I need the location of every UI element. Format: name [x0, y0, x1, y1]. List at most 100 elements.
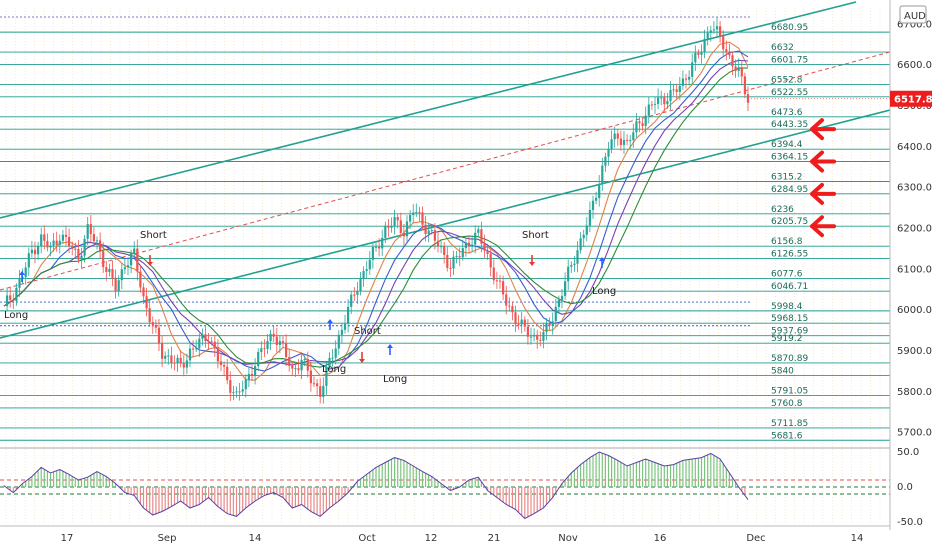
candle-body: [604, 156, 607, 166]
trade-annotation-label: Long: [383, 374, 407, 385]
currency-label: AUD: [904, 11, 926, 22]
candle-body: [653, 103, 657, 105]
candle-body: [464, 242, 467, 249]
price-axis-tick-label: 5900.0: [897, 346, 932, 357]
candle-body: [40, 234, 43, 247]
candle-body: [130, 253, 133, 266]
candle-body: [368, 259, 371, 270]
candle-body: [399, 220, 402, 233]
candle-body: [173, 362, 176, 364]
candle-body: [142, 287, 145, 297]
candle-body: [681, 78, 684, 86]
lower-channel-line: [0, 109, 891, 339]
trade-annotations: Long Short Short Long Long Short Long: [4, 230, 616, 385]
candle-body: [148, 308, 151, 323]
price-axis-tick-label: 5700.0: [897, 428, 932, 439]
candle-body: [712, 29, 715, 31]
price-level-label: 6315.2: [771, 172, 803, 182]
candle-body: [669, 89, 672, 101]
key-level-arrow: [810, 215, 836, 238]
trade-annotation-label: Short: [140, 230, 167, 241]
candle-body: [691, 62, 694, 77]
price-level-label: 6046.71: [771, 282, 808, 292]
candle-body: [145, 296, 148, 309]
candle-body: [18, 278, 21, 288]
price-axis-tick-label: 6600.0: [897, 60, 932, 71]
candle-body: [378, 246, 381, 249]
candle-body: [176, 357, 179, 364]
candle-body: [108, 268, 111, 272]
trade-annotation-label: Long: [4, 310, 28, 321]
candle-body: [455, 256, 458, 258]
candle-body: [579, 238, 582, 251]
candle-body: [6, 295, 9, 307]
candle-body: [657, 97, 660, 104]
candle-body: [715, 26, 719, 30]
candle-body: [294, 368, 297, 370]
candle-body: [71, 246, 74, 249]
candle-body: [43, 234, 46, 241]
price-level-label: 5681.6: [771, 431, 803, 441]
candle-body: [688, 76, 691, 80]
currency-box: [899, 5, 927, 24]
candle-body: [477, 229, 480, 233]
candle-body: [353, 294, 356, 296]
candle-body: [288, 357, 291, 366]
candle-body: [480, 229, 483, 244]
oscillator-axis-tick-label: 0.0: [897, 482, 913, 493]
candle-body: [734, 66, 737, 71]
price-axis-tick-label: 6700.0: [897, 19, 932, 30]
candle-body: [297, 368, 300, 371]
key-level-arrow: [810, 182, 836, 205]
candle-body: [371, 247, 374, 260]
candle-body: [139, 271, 142, 288]
price-level-label: 6522.55: [771, 88, 808, 98]
price-level-label: 5760.8: [771, 399, 803, 409]
price-level-label: 6077.6: [771, 270, 803, 280]
candle-body: [523, 319, 526, 327]
candle-body: [102, 251, 105, 268]
trade-annotation-label: Short: [354, 326, 381, 337]
trade-annotation-label: Long: [322, 364, 346, 375]
price-level-label: 5870.89: [771, 354, 808, 364]
candle-body: [161, 343, 164, 359]
candle-body: [526, 326, 529, 337]
trade-annotation-arrowhead: [599, 257, 605, 261]
candle-body: [55, 240, 58, 245]
candle-body: [731, 55, 734, 67]
candle-body: [185, 360, 188, 368]
candle-body: [30, 249, 33, 254]
candle-body: [68, 236, 71, 247]
candle-body: [210, 341, 213, 343]
trade-annotation-arrowhead: [359, 359, 365, 363]
moving-average-slow: [3, 59, 749, 366]
candle-body: [80, 255, 83, 260]
time-axis-tick-label: Dec: [746, 533, 765, 544]
candle-body: [396, 217, 399, 221]
trade-annotation-label: Short: [522, 230, 549, 241]
candle-body: [167, 355, 170, 357]
candle-body: [303, 358, 306, 361]
candle-body: [598, 183, 601, 198]
candle-body: [260, 348, 263, 353]
candle-body: [126, 265, 130, 268]
candle-body: [319, 386, 322, 397]
trade-annotation-arrowhead: [19, 271, 25, 275]
candle-body: [328, 357, 331, 367]
candle-body: [179, 357, 182, 364]
candle-body: [151, 322, 154, 325]
candle-body: [471, 244, 474, 247]
candle-body: [46, 240, 49, 248]
price-level-label: 6394.4: [771, 140, 803, 150]
candle-body: [219, 361, 223, 366]
candle-body: [37, 246, 40, 255]
price-level-label: 6156.8: [771, 237, 803, 247]
candle-body: [728, 51, 731, 56]
candle-body: [123, 267, 126, 270]
candle-body: [626, 139, 629, 141]
candle-body: [486, 250, 489, 255]
candle-body: [83, 238, 86, 256]
candle-body: [275, 336, 278, 345]
